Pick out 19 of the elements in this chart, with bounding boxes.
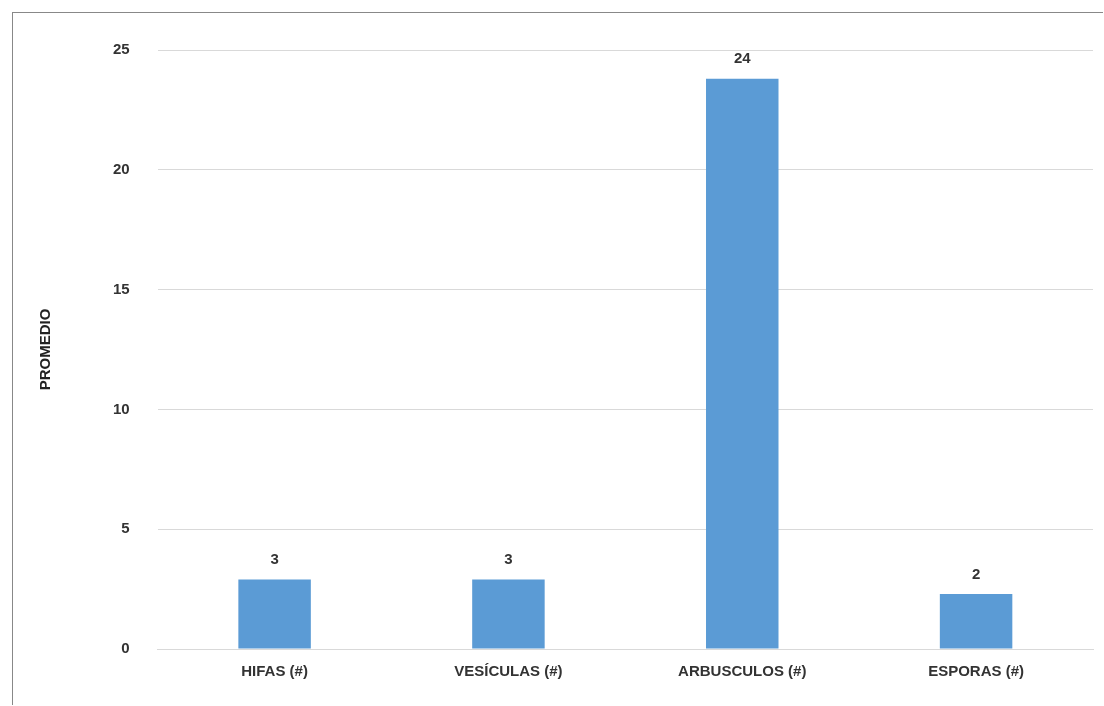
x-tick-label: HIFAS (#) [241, 662, 308, 680]
bar [939, 593, 1013, 649]
y-tick-label: 10 [113, 399, 130, 417]
y-tick-label: 20 [113, 159, 130, 177]
y-tick-label: 5 [121, 519, 130, 537]
bar [706, 78, 779, 649]
y-tick-label: 25 [113, 40, 130, 58]
x-tick-label: ARBUSCULOS (#) [678, 662, 807, 680]
x-tick-label: ESPORAS (#) [928, 662, 1025, 680]
y-axis-title: PROMEDIO [36, 308, 54, 391]
data-label: 3 [504, 550, 513, 568]
bar [472, 579, 545, 649]
bar [238, 579, 311, 649]
x-tick-label: VESÍCULAS (#) [454, 662, 563, 680]
data-label: 2 [971, 564, 981, 582]
y-tick-label: 15 [113, 279, 130, 297]
data-label: 3 [270, 550, 279, 568]
y-tick-label: 0 [121, 639, 130, 657]
data-label: 24 [733, 49, 752, 67]
